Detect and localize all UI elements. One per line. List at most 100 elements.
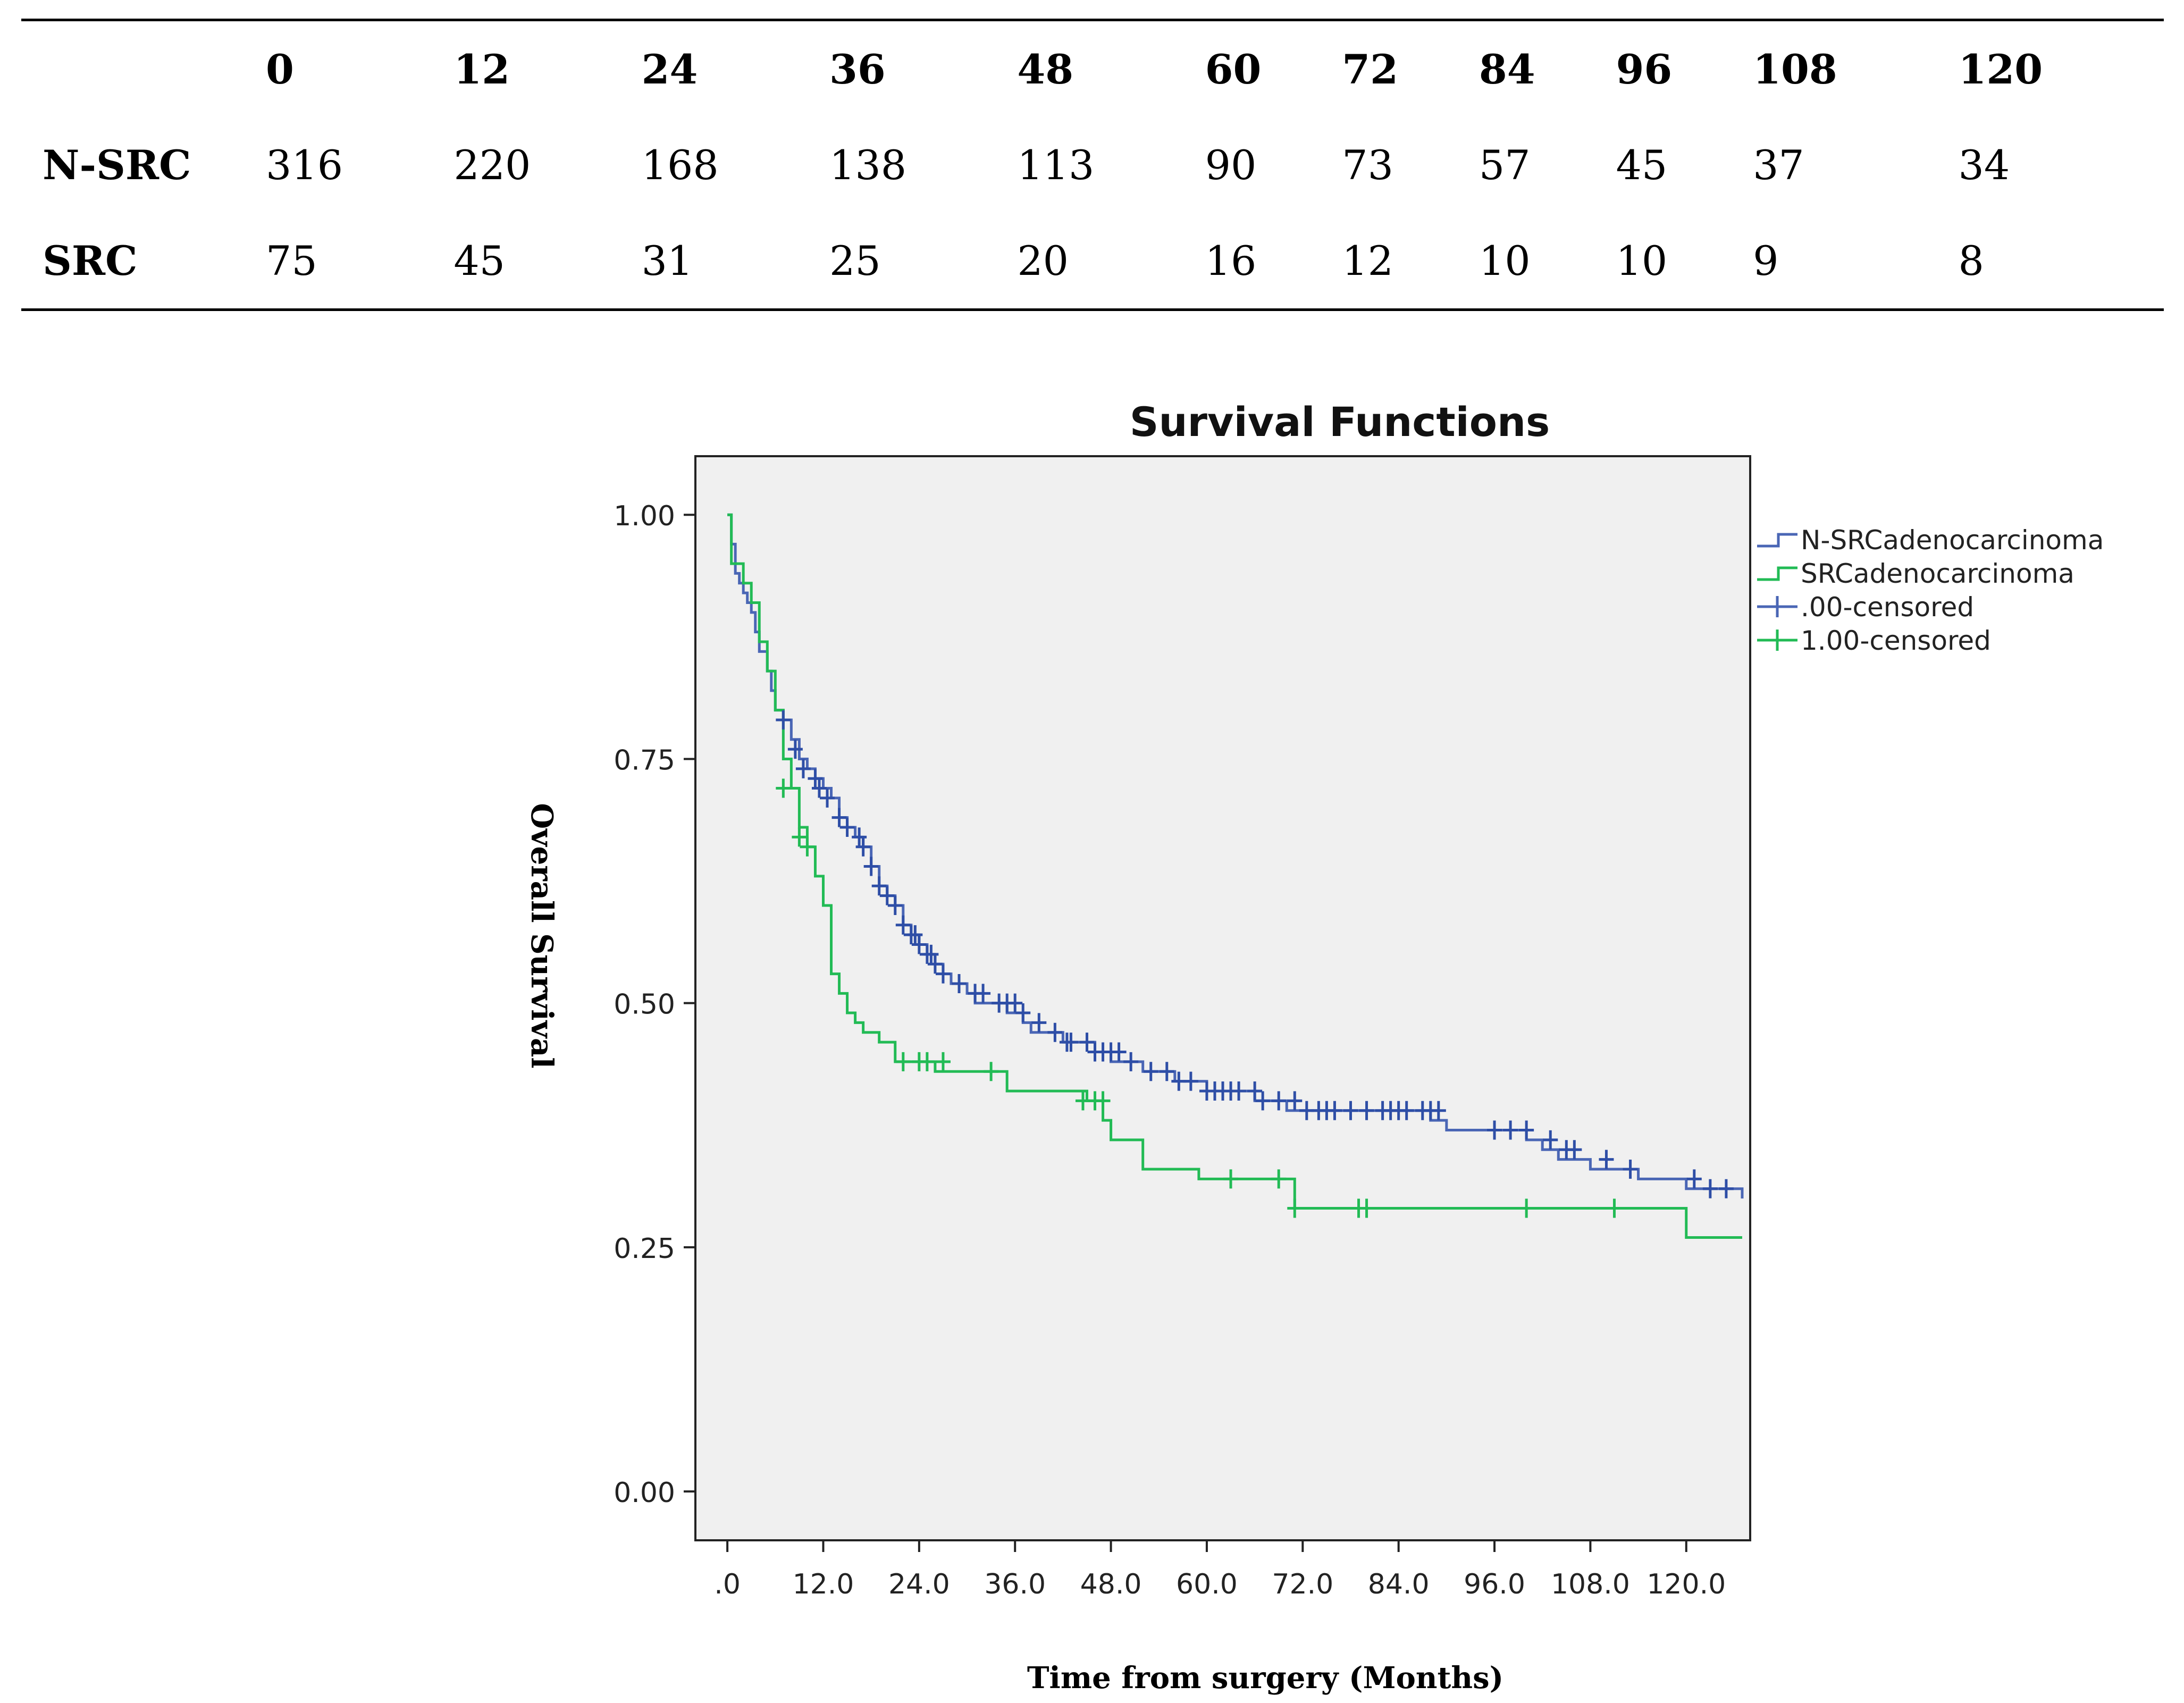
- nsrc-censor-mark: [1487, 1120, 1502, 1140]
- nsrc-censor-mark: [927, 954, 943, 974]
- risk-table-cell: 16: [1205, 237, 1257, 284]
- nsrc-censor-mark: [831, 808, 847, 827]
- risk-table-cell: 138: [829, 141, 907, 189]
- x-tick-label: 72.0: [1272, 1568, 1333, 1600]
- x-tick-label: 108.0: [1551, 1568, 1630, 1600]
- risk-table-cell: 37: [1753, 141, 1804, 189]
- nsrc-censor-mark: [787, 740, 803, 759]
- nsrc-censor-mark: [820, 788, 835, 808]
- nsrc-censor-mark: [1123, 1052, 1139, 1071]
- risk-table-row-label: SRC: [43, 237, 138, 284]
- nsrc-censor-mark: [1183, 1071, 1198, 1091]
- nsrc-censor-mark: [1686, 1169, 1702, 1189]
- risk-table-header-row: 0 12 24 36 48 60 72 84 96 108 120: [21, 20, 2164, 118]
- risk-table-cell: 25: [829, 237, 881, 284]
- risk-table-header-cell: 72: [1342, 45, 1399, 93]
- risk-table-row-label: N-SRC: [43, 141, 191, 189]
- nsrc-censor-mark: [976, 984, 991, 1003]
- risk-table-cell: 45: [1616, 141, 1668, 189]
- nsrc-censor-mark: [935, 964, 951, 984]
- src-censor-mark: [800, 837, 815, 857]
- y-tick-label: 0.25: [614, 1233, 675, 1265]
- src-censor-mark: [935, 1052, 951, 1071]
- nsrc-censor-mark: [852, 827, 867, 847]
- risk-table-cell: 31: [641, 237, 693, 284]
- risk-table-body: N-SRC 316 220 168 138 113 90 73 57 45 37 34 SRC 75 45 3…: [21, 117, 2164, 310]
- legend-nsrc-censor-icon: [1757, 596, 1797, 617]
- legend-label: SRCadenocarcinoma: [1801, 558, 2074, 589]
- plot-area: [694, 455, 1751, 1541]
- nsrc-censor-mark: [1359, 1101, 1374, 1120]
- risk-table-row: SRC 75 45 31 25 20 16 12 10 10 9 8: [21, 213, 2164, 310]
- x-tick-label: 96.0: [1464, 1568, 1525, 1600]
- risk-table-cell: 10: [1616, 237, 1668, 284]
- src-censor-mark: [776, 778, 791, 798]
- nsrc-censor-mark: [1047, 1022, 1063, 1042]
- x-tick-label: 84.0: [1368, 1568, 1430, 1600]
- chart-title: Survival Functions: [1130, 398, 1550, 446]
- src-censor-mark: [895, 1052, 911, 1071]
- legend-nsrc-line-icon: [1757, 533, 1797, 548]
- nsrc-censor-mark: [1063, 1033, 1079, 1052]
- risk-table: 0 12 24 36 48 60 72 84 96 108 120 N-SRC 316 220 168 13…: [21, 19, 2164, 311]
- nsrc-censor-mark: [795, 759, 811, 778]
- src-censor-mark: [919, 1052, 935, 1071]
- nsrc-censor-mark: [776, 710, 791, 729]
- risk-table-cell: 113: [1017, 141, 1095, 189]
- x-tick-label: 60.0: [1176, 1568, 1238, 1600]
- nsrc-censor-mark: [1231, 1081, 1247, 1101]
- nsrc-censor-mark: [1287, 1091, 1303, 1111]
- legend-label: 1.00-censored: [1801, 625, 1991, 656]
- y-tick-label: 0.50: [614, 989, 675, 1021]
- src-censor-mark: [1519, 1198, 1534, 1218]
- nsrc-censor-mark: [952, 974, 967, 993]
- nsrc-censor-mark: [1399, 1101, 1414, 1120]
- src-censor-mark: [792, 827, 807, 847]
- nsrc-censor-mark: [1271, 1091, 1287, 1111]
- risk-table-header-cell: 24: [641, 45, 698, 93]
- nsrc-censor-mark: [1543, 1130, 1558, 1150]
- src-censor-mark: [1359, 1198, 1374, 1218]
- risk-table-cell: 168: [641, 141, 719, 189]
- nsrc-censor-mark: [1718, 1179, 1734, 1198]
- nsrc-censor-mark: [855, 837, 871, 857]
- risk-table-header-cell: 120: [1958, 45, 2043, 93]
- src-survival-line: [727, 513, 1742, 1239]
- x-tick-label: .0: [714, 1568, 741, 1600]
- risk-table-cell: 9: [1753, 237, 1779, 284]
- y-tick-label: 0.75: [614, 744, 675, 776]
- nsrc-censor-mark: [1519, 1120, 1534, 1140]
- x-axis-label: Time from surgery (Months): [1027, 1660, 1503, 1696]
- src-censor-mark: [1223, 1169, 1239, 1189]
- risk-table-header-cell: 0: [266, 45, 294, 93]
- risk-table-cell: 8: [1958, 237, 1984, 284]
- nsrc-censor-mark: [1247, 1081, 1263, 1101]
- risk-table-row: N-SRC 316 220 168 138 113 90 73 57 45 37 34: [21, 117, 2164, 213]
- nsrc-censor-mark: [1623, 1159, 1638, 1179]
- nsrc-censor-mark: [923, 944, 939, 964]
- risk-table-cell: 316: [266, 141, 343, 189]
- risk-table-cell: 220: [453, 141, 531, 189]
- risk-table-cell: 10: [1479, 237, 1531, 284]
- risk-table-cell: 75: [266, 237, 317, 284]
- src-censor-mark: [1095, 1091, 1111, 1111]
- y-axis-label: Overall Survival: [524, 803, 559, 1068]
- legend-src-line-icon: [1757, 566, 1797, 581]
- x-tick-label: 120.0: [1647, 1568, 1726, 1600]
- risk-table-cell: 12: [1342, 237, 1393, 284]
- nsrc-censor-mark: [1255, 1091, 1271, 1111]
- risk-table-header-cell: 60: [1205, 45, 1262, 93]
- nsrc-censor-mark: [871, 876, 887, 896]
- risk-table-header-cell: 108: [1753, 45, 1837, 93]
- y-tick-label: 0.00: [614, 1477, 675, 1509]
- nsrc-censor-mark: [808, 769, 823, 788]
- nsrc-censor-mark: [811, 778, 827, 798]
- risk-table-header-cell: 36: [829, 45, 886, 93]
- risk-table-header-cell: 48: [1017, 45, 1074, 93]
- nsrc-censor-mark: [1007, 993, 1023, 1013]
- nsrc-censor-mark: [879, 886, 895, 905]
- x-tick-label: 24.0: [888, 1568, 950, 1600]
- nsrc-censor-mark: [1111, 1042, 1127, 1062]
- risk-table-cell: 20: [1017, 237, 1069, 284]
